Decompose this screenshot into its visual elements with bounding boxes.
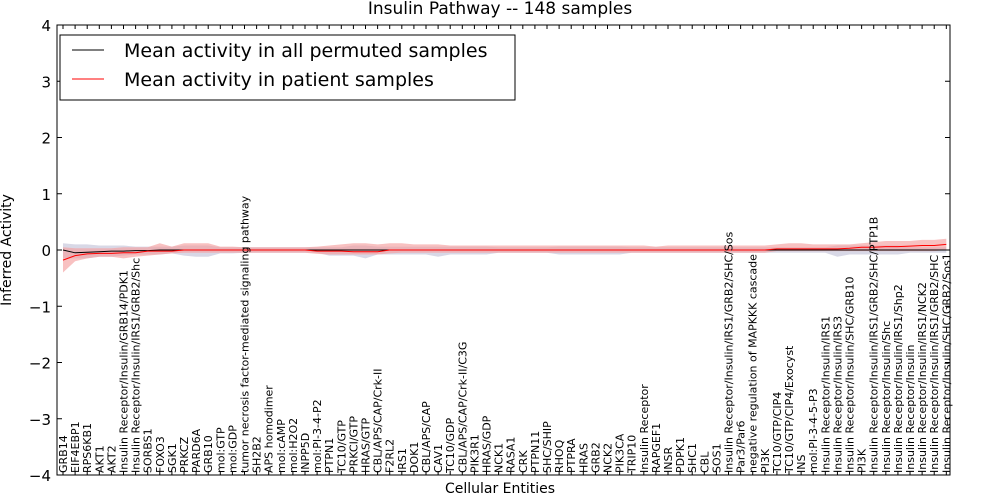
x-tick-label: PRKCZ [178,436,191,473]
x-tick-label: INPP5D [299,433,312,473]
x-tick-label: NCK2 [602,443,615,473]
x-tick-label: PTPN1 [323,438,336,473]
x-tick-label: CBL/APS/CAP/Crk-II [372,369,385,473]
x-tick-label: SORBS1 [142,428,155,473]
y-tick-label: −1 [29,298,51,316]
x-tick-label: CRK [517,450,530,473]
x-tick-label: SH2B2 [251,436,264,473]
x-tick-label: GRB14 [57,435,70,473]
x-tick-label: mol:PI-3-4-P2 [311,399,324,473]
x-axis-label: Cellular Entities [445,481,555,497]
x-tick-label: TC10/GDP [444,418,457,474]
x-tick-label: mol:cAMP [275,419,288,473]
x-tick-label: Insulin Receptor/Insulin/IRS1/NCK2 [916,282,929,473]
y-tick-label: −3 [29,411,51,429]
x-tick-label: CAV1 [432,444,445,473]
y-tick-label: −2 [29,355,51,373]
line-series-1 [62,243,947,261]
plot-area: −4 −3 −2 −1 0 1 2 3 4 GRB14 EIF4EBP1 RPS6KB1 AKT1 AKT… [29,17,953,485]
x-tick-label: F2RL2 [384,439,397,473]
x-tick-label: RASA1 [505,437,518,473]
x-tick-label: IRS1 [396,448,409,473]
x-tick-label: CBL/APS/CAP [420,401,433,473]
band-series-1 [63,238,947,273]
y-tick-label: 4 [41,17,51,35]
x-tick-label: SHC1 [686,443,699,473]
x-tick-label: FOXO3 [154,436,167,473]
x-tick-label: EIF4EBP1 [69,421,82,473]
x-tick-label: HRAS/GTP [360,417,373,473]
y-axis-label: Inferred Activity [0,194,15,306]
legend-label-permuted: Mean activity in all permuted samples [124,40,487,62]
x-tick-label: RAPGEF1 [650,423,663,473]
x-tick-label: HRAS/GDP [481,415,494,473]
x-tick-label: RPS6KB1 [81,423,94,473]
legend: Mean activity in all permuted samples Me… [59,34,516,101]
x-tick-label: PI3K [759,448,772,473]
x-tick-label: AKT2 [105,445,118,473]
x-tick-label: TRIP10 [626,435,639,474]
x-tick-label: Insulin Receptor/Insulin/GRB14/PDK1 [118,270,131,473]
x-tick-label: PDPK1 [674,437,687,473]
x-tick-label: PTPRA [565,438,578,473]
x-tick-label: SOS1 [710,443,723,473]
x-tick-label: mol:GDP [226,425,239,473]
x-tick-label: negative regulation of MAPKKK cascade [747,254,760,473]
x-tick-label: DOK1 [408,442,421,473]
x-tick-label: Insulin Receptor/Insulin/IRS1 [819,316,832,473]
x-tick-label: GRB2 [589,442,602,473]
x-tick-label: Insulin Receptor [638,384,651,473]
x-tick-label: SGK1 [166,443,179,473]
x-tick-label: CBL [698,451,711,473]
x-tick-label: PTPN11 [529,431,542,473]
chart-title: Insulin Pathway -- 148 samples [368,0,633,19]
y-tick-label: 2 [41,130,51,148]
x-tick-label: Insulin Receptor/Insulin/IRS1/GRB2/SHC [928,255,941,473]
x-tick-label: NCK1 [493,443,506,473]
y-tick-label: 3 [41,73,51,91]
x-tick-label: PRKCI/GTP [347,416,360,473]
x-tick-label: Insulin Receptor/Insulin/IRS3 [831,316,844,473]
x-tick-label: tumor necrosis factor-mediated signaling… [239,195,252,473]
x-tick-label: mol:GTP [214,427,227,473]
x-tick-label: PARD6A [190,428,203,473]
x-tick-label: Insulin Receptor/Insulin/SHC/GRB10 [844,276,857,473]
x-tick-label: CBL/APS/CAP/Crk-II/C3G [456,342,469,473]
y-tick-label: −4 [29,467,51,485]
x-tick-label: Insulin Receptor/Insulin/SHC/GRB2/Sos1 [940,253,953,473]
x-tick-label: TC10/GTP [335,420,348,474]
legend-label-patient: Mean activity in patient samples [124,69,434,91]
x-tick-label: INS [795,455,808,473]
x-tick-label: Par3/Par6 [735,420,748,473]
x-tick-label: INSR [662,447,675,473]
x-tick-label: PIK3R1 [468,434,481,473]
legend-frame [59,34,516,101]
x-tick-label: SHC/SHIP [541,421,554,473]
x-tick-label: TC10/GTP/CIP4/Exocyst [783,345,796,474]
x-tick-label: PI3K [856,448,869,473]
y-tick-label: 0 [41,242,51,260]
x-tick-label: mol:H2O2 [287,418,300,473]
x-tick-label: mol:PI-3-4-5-P3 [807,388,820,473]
x-tick-label: Insulin Receptor/Insulin/IRS1/GRB2/SHC/S… [723,231,736,473]
x-tick-label: AKT1 [93,445,106,473]
x-tick-label: Insulin Receptor/Insulin/Shc [880,321,893,473]
x-tick-label: GRB10 [202,435,215,473]
x-tick-label: APS homodimer [263,385,276,473]
x-tick-label: HRAS [577,443,590,473]
x-tick-label: Insulin Receptor/Insulin/IRS1/GRB2/SHC/P… [868,217,881,473]
x-tick-label: TC10/GTP/CIP4 [771,392,784,474]
y-tick-label: 1 [41,186,51,204]
x-tick-label: PIK3CA [614,433,627,473]
x-tick-label: Insulin Receptor/Insulin/IRS1/Shp2 [892,284,905,473]
x-tick-label: Insulin Receptor/Insulin/IRS1/GRB2/Shc [130,258,143,473]
x-tick-label: Insulin Receptor/Insulin [904,344,917,473]
x-tick-label: RHOQ [553,439,566,473]
